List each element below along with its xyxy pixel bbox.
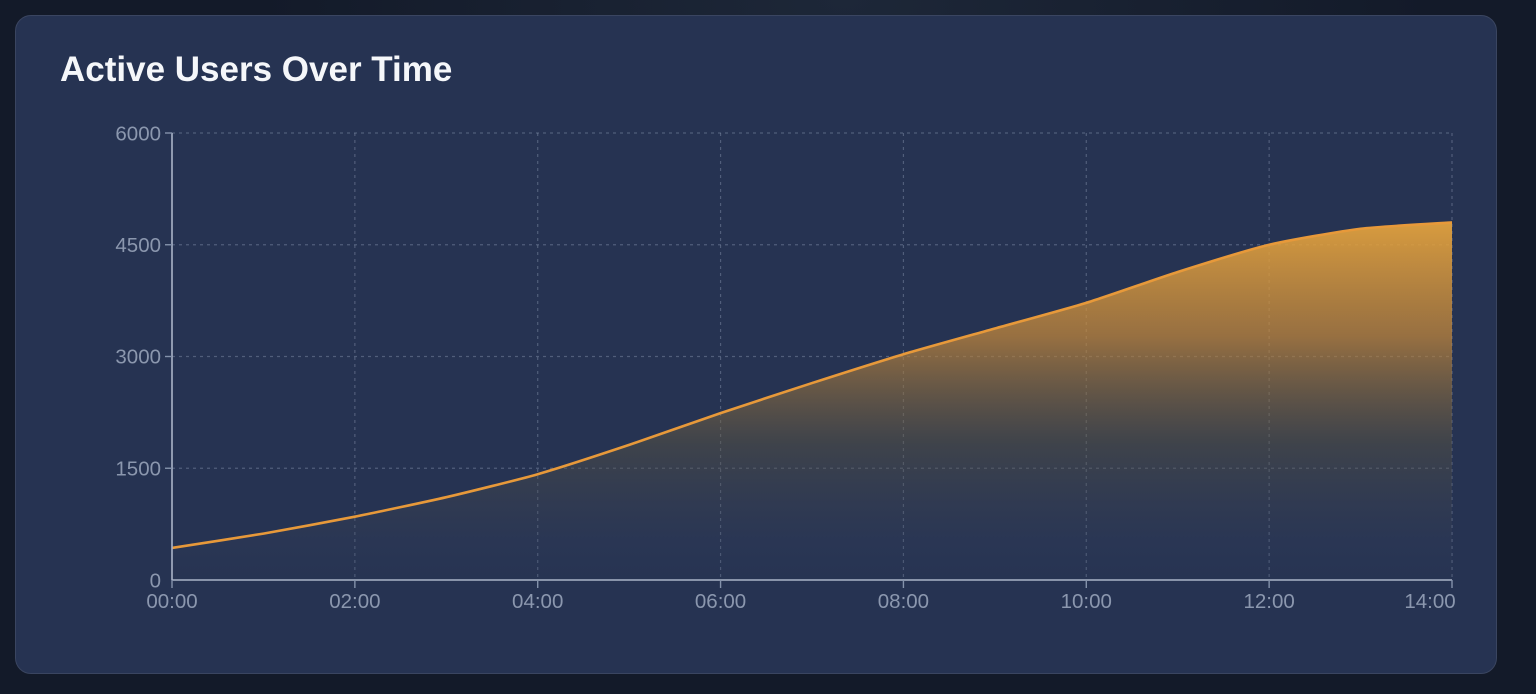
svg-text:3000: 3000 [115, 346, 161, 369]
svg-text:4500: 4500 [115, 234, 161, 257]
svg-text:00:00: 00:00 [146, 590, 197, 613]
svg-text:02:00: 02:00 [329, 590, 380, 613]
svg-text:6000: 6000 [115, 123, 161, 146]
svg-text:1500: 1500 [115, 458, 161, 481]
svg-text:04:00: 04:00 [512, 590, 563, 613]
svg-text:14:00: 14:00 [1404, 590, 1455, 613]
svg-text:08:00: 08:00 [878, 590, 929, 613]
svg-text:06:00: 06:00 [695, 590, 746, 613]
svg-text:12:00: 12:00 [1243, 590, 1294, 613]
svg-text:10:00: 10:00 [1061, 590, 1112, 613]
